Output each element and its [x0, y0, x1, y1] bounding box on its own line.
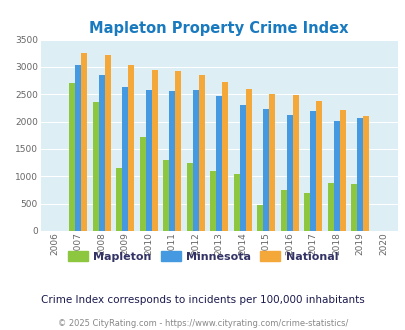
- Bar: [198, 75, 204, 231]
- Bar: [216, 96, 222, 231]
- Bar: [116, 168, 122, 231]
- Bar: [315, 101, 321, 231]
- Bar: [186, 163, 192, 231]
- Bar: [339, 110, 345, 231]
- Bar: [128, 65, 134, 231]
- Bar: [286, 115, 292, 231]
- Bar: [292, 95, 298, 231]
- Text: © 2025 CityRating.com - https://www.cityrating.com/crime-statistics/: © 2025 CityRating.com - https://www.city…: [58, 319, 347, 328]
- Bar: [239, 105, 245, 231]
- Bar: [140, 137, 145, 231]
- Bar: [210, 171, 216, 231]
- Bar: [245, 89, 251, 231]
- Bar: [351, 184, 356, 231]
- Bar: [93, 103, 98, 231]
- Bar: [75, 65, 81, 231]
- Bar: [81, 53, 87, 231]
- Bar: [257, 205, 263, 231]
- Bar: [222, 82, 228, 231]
- Bar: [175, 71, 181, 231]
- Bar: [69, 83, 75, 231]
- Bar: [333, 121, 339, 231]
- Bar: [362, 115, 368, 231]
- Bar: [98, 75, 104, 231]
- Bar: [122, 87, 128, 231]
- Bar: [263, 109, 269, 231]
- Bar: [169, 91, 175, 231]
- Bar: [309, 111, 315, 231]
- Bar: [192, 90, 198, 231]
- Bar: [327, 183, 333, 231]
- Bar: [104, 55, 110, 231]
- Bar: [151, 70, 157, 231]
- Title: Mapleton Property Crime Index: Mapleton Property Crime Index: [89, 21, 348, 36]
- Bar: [356, 118, 362, 231]
- Legend: Mapleton, Minnesota, National: Mapleton, Minnesota, National: [63, 247, 342, 267]
- Text: Crime Index corresponds to incidents per 100,000 inhabitants: Crime Index corresponds to incidents per…: [41, 295, 364, 305]
- Bar: [304, 193, 309, 231]
- Bar: [163, 160, 169, 231]
- Bar: [145, 90, 151, 231]
- Bar: [233, 174, 239, 231]
- Bar: [280, 190, 286, 231]
- Bar: [269, 94, 275, 231]
